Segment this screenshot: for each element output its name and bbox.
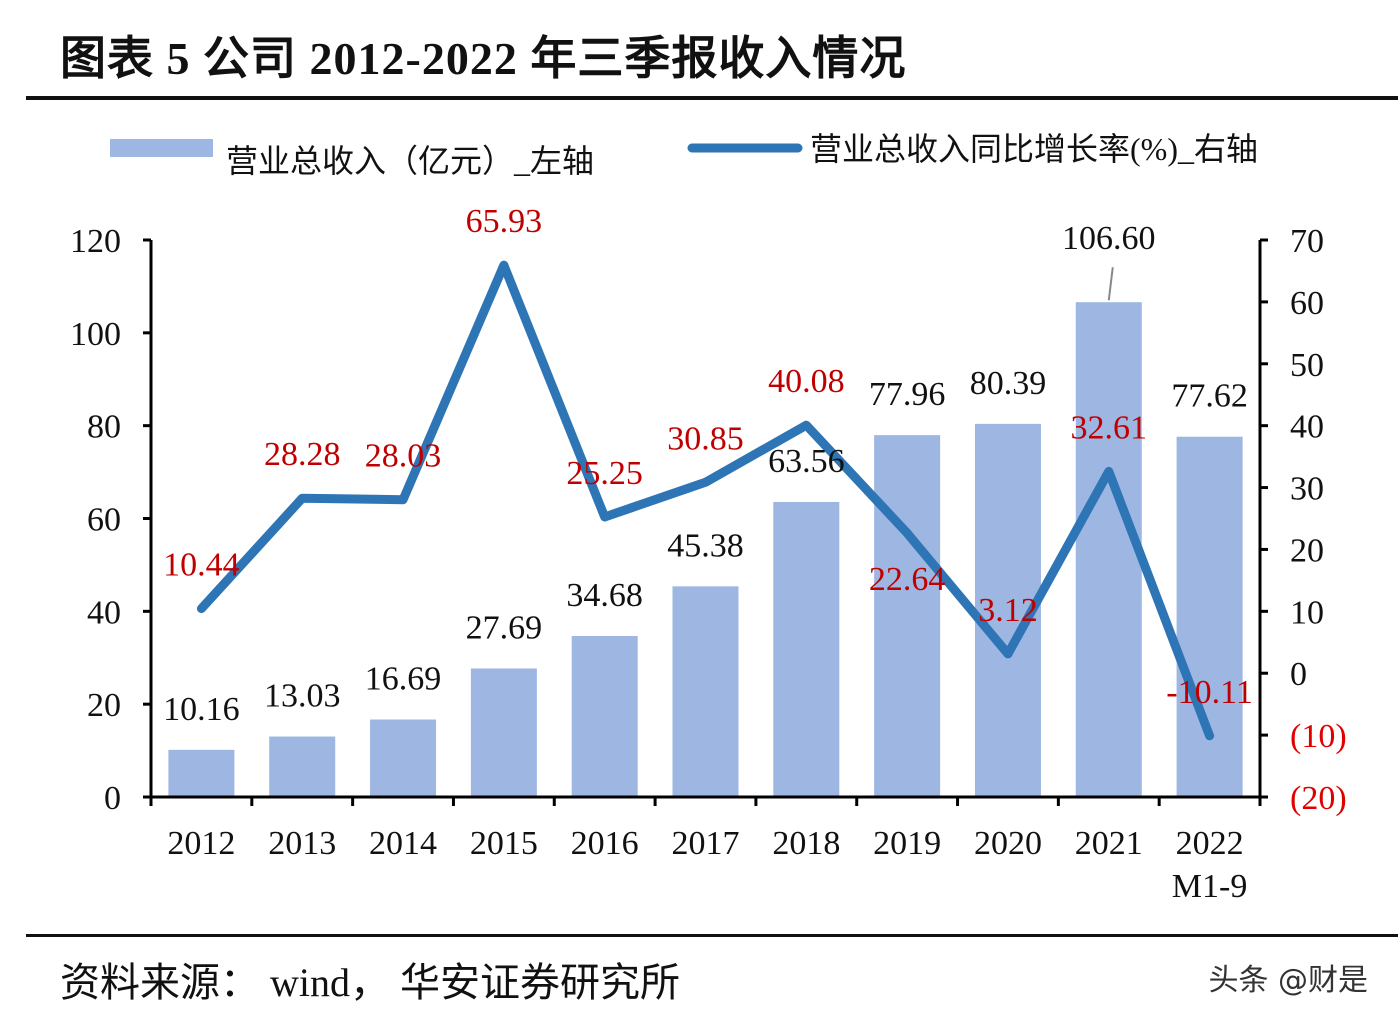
bar-label-6: 63.56	[768, 443, 845, 480]
bar-5	[672, 586, 739, 797]
right-tick-label-4: 20	[1290, 532, 1324, 569]
growth-label-1: 28.28	[264, 436, 341, 473]
bar-label-9: 106.60	[1062, 220, 1156, 257]
bar-3	[470, 668, 537, 797]
bar-label-0: 10.16	[163, 691, 240, 728]
bar-label-3: 27.69	[466, 609, 543, 646]
legend-line-label: 营业总收入同比增长率(%)_右轴	[810, 131, 1258, 167]
growth-label-8: 3.12	[978, 592, 1038, 629]
x-tick-label-6: 2018	[772, 825, 840, 862]
left-tick-label-0: 0	[104, 780, 121, 817]
x-tick-label-0: 2012	[167, 825, 235, 862]
x-tick-label-4: 2016	[571, 825, 639, 862]
left-tick-label-6: 120	[70, 223, 121, 260]
bar-4	[571, 636, 638, 797]
left-tick-label-5: 100	[70, 316, 121, 353]
bar-1	[269, 736, 336, 797]
left-tick-label-2: 40	[87, 594, 121, 631]
growth-label-4: 25.25	[566, 455, 643, 492]
right-tick-label-2: 0	[1290, 656, 1307, 693]
right-tick-label-7: 50	[1290, 347, 1324, 384]
growth-label-5: 30.85	[667, 420, 744, 457]
growth-label-3: 65.93	[466, 203, 543, 240]
bar-label-4: 34.68	[566, 577, 643, 614]
bar-label-8: 80.39	[970, 365, 1047, 402]
chart-title: 图表 5 公司 2012-2022 年三季报收入情况	[60, 33, 907, 84]
bar-label-2: 16.69	[365, 661, 442, 698]
bar-9	[1075, 302, 1142, 797]
bar-label-7: 77.96	[869, 376, 946, 413]
right-tick-label-3: 10	[1290, 594, 1324, 631]
bar-0	[168, 749, 235, 797]
growth-label-7: 22.64	[869, 561, 946, 598]
x-tick-label-1: 2013	[268, 825, 336, 862]
source-note: 资料来源： wind， 华安证券研究所	[60, 960, 680, 1005]
x-tick-label-10-1: M1-9	[1172, 868, 1248, 905]
left-tick-label-4: 80	[87, 409, 121, 446]
growth-label-6: 40.08	[768, 363, 845, 400]
growth-label-9: 32.61	[1071, 409, 1148, 446]
growth-label-10: -10.11	[1166, 674, 1253, 711]
x-tick-label-9: 2021	[1075, 825, 1143, 862]
chart: 营业总收入（亿元）_左轴 营业总收入同比增长率(%)_右轴020406080100…	[70, 131, 1347, 905]
x-tick-label-2: 2014	[369, 825, 437, 862]
growth-label-0: 10.44	[163, 547, 240, 584]
bottom-rule	[26, 934, 1398, 937]
left-tick-label-1: 20	[87, 687, 121, 724]
bar-7	[874, 435, 941, 797]
bar-10	[1176, 436, 1243, 797]
x-tick-label-5: 2017	[672, 825, 740, 862]
x-tick-label-3: 2015	[470, 825, 538, 862]
legend-bar-swatch	[110, 139, 213, 157]
watermark: 头条 @财是	[1208, 963, 1368, 998]
right-tick-label-0: (20)	[1290, 780, 1347, 817]
top-rule	[26, 96, 1398, 100]
right-tick-label-1: (10)	[1290, 718, 1347, 755]
right-tick-label-6: 40	[1290, 409, 1324, 446]
bar-label-leader-9	[1107, 267, 1114, 301]
x-tick-label-10: 2022	[1176, 825, 1244, 862]
bar-label-5: 45.38	[667, 527, 744, 564]
bar-6	[773, 501, 840, 797]
x-tick-label-7: 2019	[873, 825, 941, 862]
right-tick-label-8: 60	[1290, 285, 1324, 322]
right-tick-label-9: 70	[1290, 223, 1324, 260]
bar-label-10: 77.62	[1171, 378, 1248, 415]
x-tick-label-8: 2020	[974, 825, 1042, 862]
bar-label-1: 13.03	[264, 678, 341, 715]
left-tick-label-3: 60	[87, 502, 121, 539]
legend-bar-label: 营业总收入（亿元）_左轴	[226, 143, 594, 179]
bar-2	[370, 719, 437, 797]
right-tick-label-5: 30	[1290, 471, 1324, 508]
growth-label-2: 28.03	[365, 438, 442, 475]
